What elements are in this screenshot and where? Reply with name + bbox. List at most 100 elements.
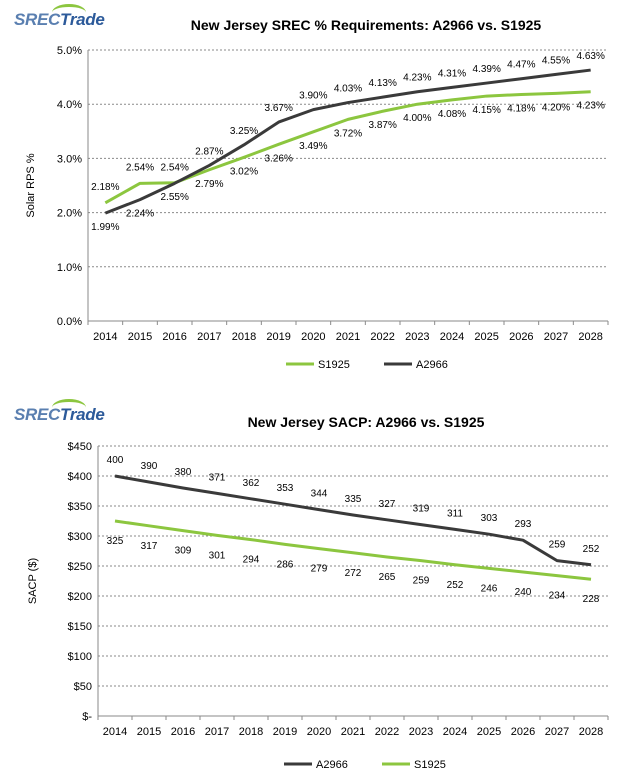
y-tick-label: 0.0% [57,316,82,328]
y-axis-label: Solar RPS % [25,153,37,217]
sacp-chart: $- $50 $100 $150 $200 $250 $300 $350 $400 $450 201… [27,441,609,771]
x-tick-label: 2014 [103,726,127,738]
y-tick-label: 2.0% [57,208,82,220]
x-tick-label: 2018 [232,331,256,343]
x-tick-label: 2021 [341,726,365,738]
data-label: 4.55% [542,55,570,66]
y-tick-label: $300 [68,531,92,543]
data-label: 265 [379,572,396,583]
x-tick-label: 2023 [409,726,433,738]
x-tick-label: 2026 [509,331,533,343]
x-tick-label: 2022 [375,726,399,738]
data-label: 2.54% [126,162,154,173]
x-tick-label: 2020 [301,331,325,343]
data-label: 3.67% [264,103,292,114]
srectrade-logo: SRECTrade [14,4,105,30]
data-label: 4.08% [438,109,466,120]
data-label: 353 [277,483,294,494]
x-tick-label: 2018 [239,726,263,738]
data-label: 2.79% [195,179,223,190]
data-label: 4.00% [403,113,431,124]
data-label: 311 [447,508,463,519]
data-label: 3.72% [334,128,362,139]
y-tick-label: $100 [68,651,92,663]
y-tick-label: $250 [68,561,92,573]
x-tick-label: 2025 [477,726,501,738]
data-label: 303 [481,513,498,524]
x-tick-label: 2022 [370,331,394,343]
chart-title: New Jersey SREC % Requirements: A2966 vs… [190,17,542,33]
data-label: 4.20% [542,102,570,113]
data-label: 327 [379,499,396,510]
x-tick-label: 2027 [544,331,568,343]
x-tick-label: 2014 [93,331,117,343]
data-label: 240 [515,587,532,598]
data-label: 2.55% [160,192,188,203]
data-label: 272 [345,568,362,579]
data-label: 371 [209,472,226,483]
x-tick-label: 2019 [273,726,297,738]
data-label: 3.26% [264,153,292,164]
chart-panel-rps: SRECTrade New Jersey SREC % Requirements… [0,0,632,388]
data-label: 279 [311,564,328,575]
srectrade-logo: SRECTrade [14,399,105,425]
x-tick-label: 2028 [579,726,603,738]
chart-panel-sacp: SRECTrade New Jersey SACP: A2966 vs. S19… [0,395,632,777]
data-label: 362 [243,478,260,489]
data-label: 246 [481,583,498,594]
data-label: 400 [107,455,124,466]
data-label: 2.18% [91,182,119,193]
legend-label: S1925 [414,759,446,771]
data-label: 3.87% [368,120,396,131]
data-label: 294 [243,555,260,566]
x-tick-label: 2017 [197,331,221,343]
data-label: 2.24% [126,209,154,220]
x-tick-label: 2021 [336,331,360,343]
y-axis-label: SACP ($) [27,558,39,604]
y-tick-label: $450 [68,441,92,453]
data-label: 4.13% [368,78,396,89]
data-label: 4.18% [507,103,535,114]
y-tick-label: $350 [68,501,92,513]
x-tick-label: 2015 [137,726,161,738]
series-line-a2966 [114,474,592,567]
data-label: 228 [583,594,600,605]
data-label: 4.03% [334,84,362,95]
data-label: 380 [175,467,192,478]
data-label: 319 [413,504,430,515]
legend-label: A2966 [316,759,348,771]
data-label: 293 [515,519,532,530]
rps-chart: 0.0% 1.0% 2.0% 3.0% 4.0% 5.0% 2014 2015 2016 2017… [25,45,609,371]
data-label: 3.25% [230,126,258,137]
data-label: 325 [107,536,124,547]
x-tick-label: 2024 [443,726,467,738]
y-tick-label: $150 [68,621,92,633]
data-label: 301 [209,550,226,561]
x-tick-label: 2023 [405,331,429,343]
data-label: 3.49% [299,141,327,152]
y-tick-label: 3.0% [57,153,82,165]
data-label: 252 [583,544,600,555]
data-label: 2.54% [160,162,188,173]
chart-title: New Jersey SACP: A2966 vs. S1925 [247,414,485,430]
y-tick-label: $50 [74,681,92,693]
y-tick-label: $- [82,711,92,723]
data-label: 4.23% [576,101,604,112]
data-label: 1.99% [91,222,119,233]
data-label: 390 [141,461,158,472]
data-label: 252 [447,580,464,591]
x-tick-label: 2024 [440,331,464,343]
data-label: 4.47% [507,60,535,71]
data-label: 3.90% [299,91,327,102]
data-label: 4.63% [576,51,604,62]
y-tick-label: 1.0% [57,262,82,274]
data-label: 259 [549,540,566,551]
data-label: 317 [141,541,158,552]
data-label: 309 [175,546,192,557]
data-label: 259 [413,576,430,587]
x-tick-label: 2015 [128,331,152,343]
data-label: 335 [345,494,362,505]
data-label: 4.31% [438,68,466,79]
data-label: 4.39% [472,64,500,75]
y-tick-label: $200 [68,591,92,603]
